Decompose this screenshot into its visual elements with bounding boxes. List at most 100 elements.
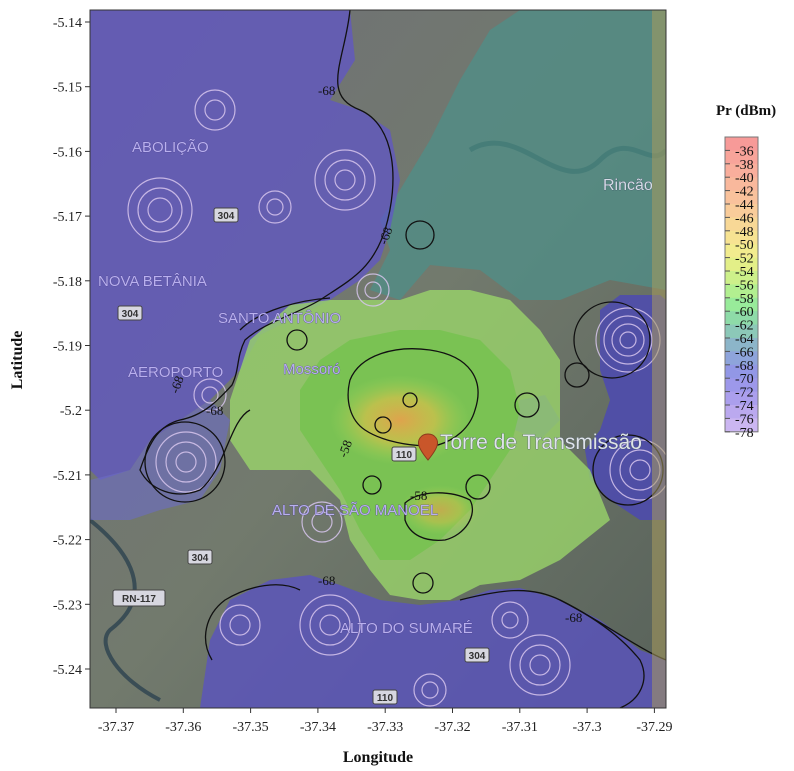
place-label-santo-antonio: SANTO ANTÔNIO (218, 310, 341, 327)
colorbar-swatch (725, 324, 758, 339)
place-labels: ABOLIÇÃO NOVA BETÂNIA SANTO ANTÔNIO AERO… (98, 139, 654, 638)
x-tick-label: -37.37 (98, 720, 134, 735)
colorbar-swatch (725, 271, 758, 285)
contour-label: -68 (318, 83, 335, 98)
y-tick-label: -5.24 (53, 663, 82, 678)
colorbar-swatch (725, 405, 758, 419)
colorbar-tick-label: -64 (735, 332, 754, 347)
colorbar-swatch (725, 391, 758, 406)
road-shield-304-north: 304 (213, 207, 239, 223)
road-shield-label: 304 (192, 553, 209, 564)
colorbar-tick-label: -78 (735, 426, 754, 441)
y-tick-label: -5.23 (53, 598, 82, 613)
y-tick-label: -5.18 (53, 275, 82, 290)
colorbar-swatch (725, 284, 758, 299)
colorbar-tick-label: -38 (735, 158, 754, 173)
road-shield-label: 304 (218, 211, 235, 222)
coverage-purple-east (585, 295, 666, 520)
coverage-purple-south (200, 575, 666, 708)
colorbar-swatch (725, 190, 758, 205)
road-shield-304-southwest: 304 (187, 549, 213, 565)
contour-label: -68 (318, 573, 335, 588)
colorbar-swatch (725, 378, 758, 393)
coverage-purple-west-lower (90, 400, 230, 520)
road-shield-rn117: RN-117 (112, 589, 166, 607)
y-axis-title: Latitude (9, 331, 26, 390)
road-shield-label: 304 (469, 651, 486, 662)
y-tick-label: -5.17 (53, 210, 82, 225)
contour-label: -58 (410, 488, 427, 503)
colorbar-swatch (725, 351, 758, 366)
colorbar-tick-label: -56 (735, 278, 754, 293)
coverage-teal-region (370, 10, 666, 300)
place-label-alto-de-sao-manoel: ALTO DE SÃO MANOEL (272, 502, 438, 519)
colorbar-swatch (725, 257, 758, 272)
road-shield-110-south: 110 (372, 689, 398, 705)
colorbar-swatch (725, 217, 758, 232)
y-tick-label: -5.15 (53, 81, 82, 96)
colorbar-swatch (725, 364, 758, 379)
y-tick-label: -5.2 (60, 404, 82, 419)
coverage-hot-spot-2 (400, 485, 480, 535)
y-tick-label: -5.14 (53, 16, 82, 31)
x-tick-label: -37.33 (367, 720, 403, 735)
road-shield-label: RN-117 (122, 594, 156, 605)
x-axis: -37.37 -37.36 -37.35 -37.34 -37.33 -37.32 -37.… (98, 708, 672, 735)
road-shield-110-center: 110 (391, 446, 417, 462)
colorbar-tick-label: -36 (735, 144, 754, 159)
road-shield-304-south: 304 (464, 647, 490, 663)
road-shield-label: 304 (122, 309, 139, 320)
place-label-nova-betania: NOVA BETÂNIA (98, 273, 207, 290)
colorbar-tick-label: -52 (735, 252, 754, 267)
colorbar-tick-label: -60 (735, 305, 754, 320)
colorbar-swatches (724, 136, 759, 433)
colorbar-tick-label: -68 (735, 359, 754, 374)
colorbar-swatch (725, 150, 758, 165)
colorbar-swatch (725, 177, 758, 192)
map-edge-strip (652, 10, 666, 708)
colorbar-tick-label: -76 (735, 412, 754, 427)
place-label-alto-do-sumare: ALTO DO SUMARÉ (340, 620, 473, 637)
colorbar-tick-label: -46 (735, 211, 754, 226)
x-tick-label: -37.35 (233, 720, 269, 735)
colorbar-tick-label: -40 (735, 171, 754, 186)
y-tick-label: -5.21 (53, 469, 82, 484)
place-label-mossoro: Mossoró (283, 361, 341, 378)
x-tick-label: -37.34 (300, 720, 336, 735)
x-tick-label: -37.3 (573, 720, 602, 735)
colorbar-tick-label: -72 (735, 386, 754, 401)
colorbar-tick-label: -48 (735, 225, 754, 240)
colorbar-tick-label: -70 (735, 372, 754, 387)
colorbar-swatch (725, 230, 758, 245)
colorbar-tick-label: -50 (735, 238, 754, 253)
colorbar-tick-label: -44 (735, 198, 754, 213)
colorbar-swatch (725, 137, 758, 151)
map-plot-area: 304 304 304 110 110 304 (90, 10, 666, 708)
contour-label: -68 (375, 225, 395, 246)
colorbar-legend: Pr (dBm) -36-38-40-42-44-46-48-50-52-54-… (716, 103, 776, 441)
river-south (90, 518, 161, 702)
measurement-halos (127, 89, 666, 707)
colorbar-tick-label: -54 (735, 265, 754, 280)
road-shield-label: 110 (396, 450, 413, 461)
y-tick-label: -5.19 (53, 340, 82, 355)
y-axis: -5.14 -5.15 -5.16 -5.17 -5.18 -5.19 -5.2 -5.21 -… (53, 16, 90, 678)
colorbar-labels: -36-38-40-42-44-46-48-50-52-54-56-58-60-… (725, 144, 754, 441)
y-tick-label: -5.22 (53, 534, 82, 549)
x-tick-label: -37.31 (502, 720, 538, 735)
colorbar-tick-label: -58 (735, 292, 754, 307)
x-axis-title: Longitude (343, 749, 413, 766)
colorbar-tick-label: -74 (735, 399, 754, 414)
contour-level-labels: -68 -68 -68 -58 -58 -68 -68 -68 (167, 83, 583, 625)
colorbar-tick-label: -66 (735, 345, 754, 360)
colorbar-tick-label: -62 (735, 319, 754, 334)
contour-label: -68 (167, 374, 187, 395)
colorbar-swatch (725, 204, 758, 218)
x-tick-label: -37.36 (165, 720, 201, 735)
plot-frame (89, 9, 667, 709)
contour-label: -68 (206, 403, 223, 418)
road-shield-304-west: 304 (117, 305, 143, 321)
x-tick-label: -37.29 (636, 720, 672, 735)
transmission-tower-icon (418, 433, 438, 461)
colorbar-swatch (725, 418, 758, 433)
